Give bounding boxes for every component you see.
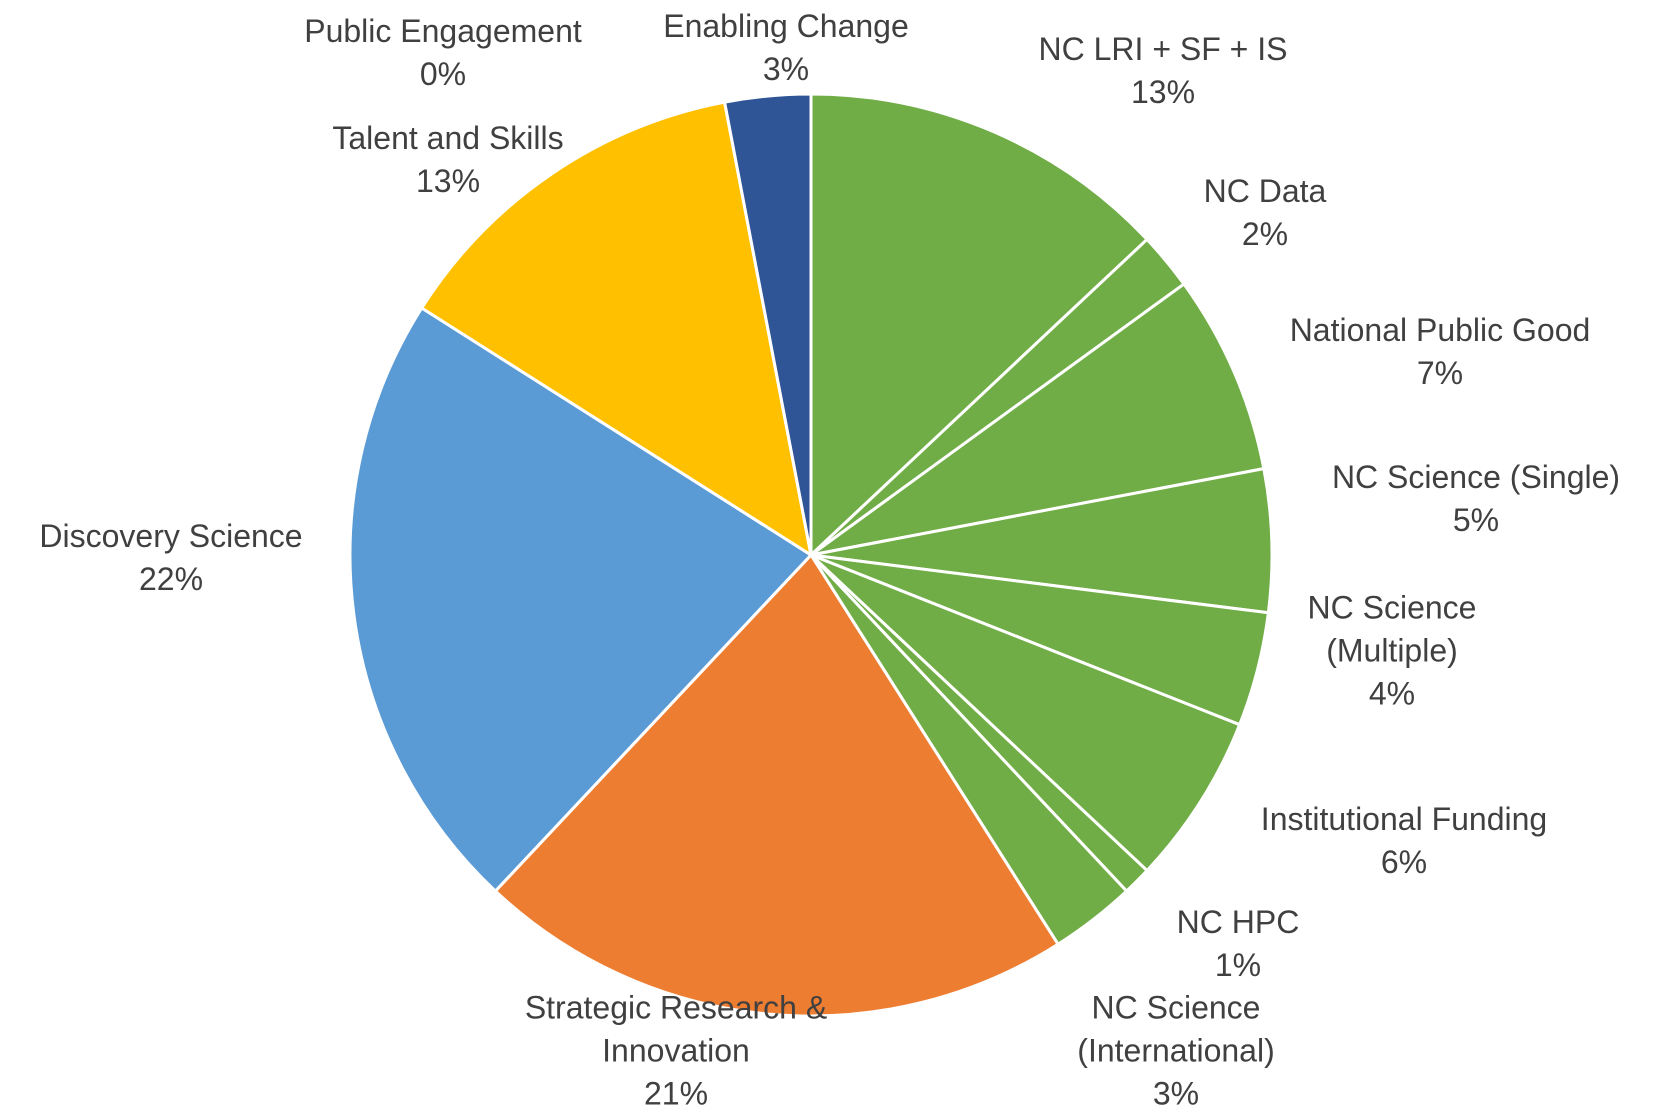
pie-slice bbox=[723, 92, 813, 557]
slice-label: NC Science (Multiple) 4% bbox=[1282, 587, 1502, 716]
pie-slice bbox=[809, 282, 1266, 557]
value-label: 7% bbox=[1416, 355, 1464, 391]
pie-slice bbox=[348, 306, 813, 893]
value-label: 4% bbox=[1368, 675, 1416, 712]
slice-label: National Public Good 7% bbox=[1290, 309, 1591, 395]
slice-label: Institutional Funding 6% bbox=[1261, 798, 1547, 884]
category-label: NC Data bbox=[1203, 173, 1327, 209]
slice-label: Discovery Science 22% bbox=[39, 515, 302, 601]
category-label: NC Science (Single) bbox=[1331, 459, 1621, 495]
slice-label: NC Data 2% bbox=[1204, 170, 1327, 256]
category-label: National Public Good bbox=[1289, 312, 1591, 348]
slice-label: Public Engagement 0% bbox=[304, 10, 582, 96]
value-label: 2% bbox=[1241, 216, 1289, 252]
pie-slice bbox=[493, 553, 1060, 1018]
value-label: 22% bbox=[138, 561, 204, 597]
category-label: NC Science (International) bbox=[1077, 989, 1275, 1069]
slice-label: NC Science (International) 3% bbox=[1046, 987, 1306, 1116]
slice-label: Enabling Change 3% bbox=[663, 5, 909, 91]
category-label: NC HPC bbox=[1176, 904, 1300, 940]
value-label: 6% bbox=[1380, 844, 1428, 880]
value-label: 3% bbox=[762, 51, 810, 87]
value-label: 0% bbox=[419, 56, 467, 92]
slice-label: Strategic Research & Innovation 21% bbox=[496, 987, 856, 1116]
category-label: Public Engagement bbox=[304, 13, 582, 49]
category-label: NC LRI + SF + IS bbox=[1038, 31, 1288, 67]
slice-label: NC Science (Single) 5% bbox=[1332, 456, 1620, 542]
category-label: Institutional Funding bbox=[1260, 801, 1548, 837]
category-label: Talent and Skills bbox=[332, 120, 564, 156]
category-label: NC Science (Multiple) bbox=[1307, 589, 1477, 669]
category-label: Enabling Change bbox=[663, 8, 909, 44]
category-label: Discovery Science bbox=[39, 518, 303, 554]
category-label: Strategic Research & Innovation bbox=[524, 989, 828, 1069]
value-label: 13% bbox=[1130, 74, 1196, 110]
value-label: 13% bbox=[415, 163, 481, 199]
value-label: 1% bbox=[1214, 947, 1262, 983]
pie-slice bbox=[809, 553, 1242, 873]
slice-label: NC HPC 1% bbox=[1177, 901, 1300, 987]
pie-slice bbox=[809, 92, 1149, 557]
value-label: 21% bbox=[643, 1075, 709, 1112]
slice-label: NC LRI + SF + IS 13% bbox=[1039, 28, 1288, 114]
slice-label: Talent and Skills 13% bbox=[332, 117, 563, 203]
pie-slice bbox=[809, 467, 1274, 615]
value-label: 3% bbox=[1152, 1075, 1200, 1112]
pie-slice bbox=[420, 100, 813, 557]
value-label: 5% bbox=[1452, 502, 1500, 538]
